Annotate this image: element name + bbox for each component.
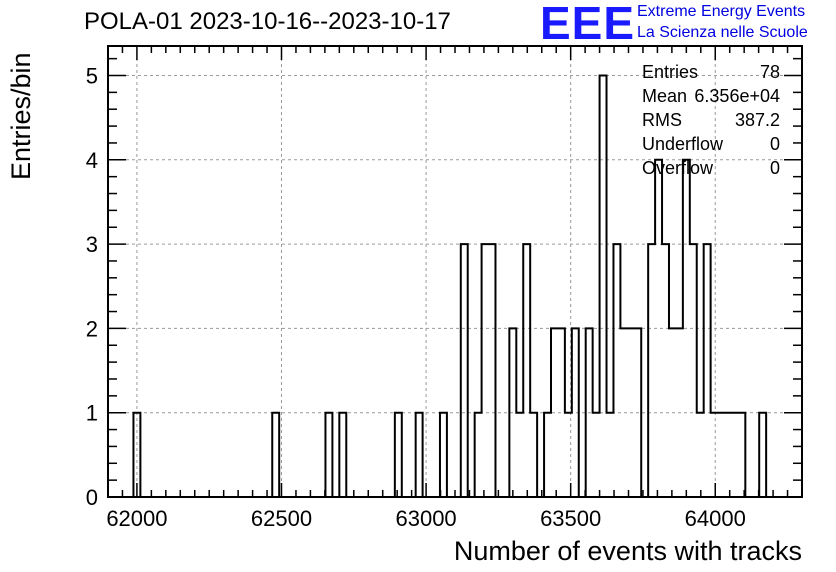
y-tick-label: 0	[86, 485, 98, 510]
stat-row-rms: RMS 387.2	[642, 108, 780, 132]
x-tick-label: 62500	[251, 506, 312, 531]
histogram-bin	[272, 413, 279, 497]
stat-label: RMS	[642, 110, 682, 130]
y-tick-labels: 0 1 2 3 4 5	[86, 64, 98, 510]
histogram-bin	[544, 413, 551, 497]
histogram-bin	[690, 244, 697, 497]
logo-line-2: La Scienza nelle Scuole	[637, 24, 808, 41]
stat-value: 387.2	[734, 110, 780, 130]
histogram-bin	[572, 328, 579, 497]
histogram-bin	[600, 76, 607, 497]
stat-label: Mean	[642, 86, 688, 106]
stat-row-mean: Mean 6.356e+04	[642, 84, 780, 108]
x-tick-label: 63500	[540, 506, 601, 531]
histogram-bin	[648, 244, 655, 497]
logo-line-1: Extreme Energy Events	[637, 3, 806, 20]
x-tick-label: 62000	[106, 506, 167, 531]
histogram-bin	[607, 413, 614, 497]
x-tick-labels: 62000 62500 63000 63500 64000	[106, 506, 746, 531]
histogram-bin	[461, 244, 468, 497]
stats-box: Entries 78 Mean 6.356e+04 RMS 387.2 Unde…	[642, 60, 780, 180]
histogram-bin	[683, 160, 690, 497]
histogram-bin	[759, 413, 766, 497]
eee-logo: EEE	[540, 0, 636, 49]
stat-label: Overflow	[642, 158, 714, 178]
histogram-bin	[593, 413, 600, 497]
histogram-bin	[655, 160, 662, 497]
histogram-bin	[475, 413, 482, 497]
histogram-bin	[669, 328, 683, 497]
stat-value: 0	[769, 134, 780, 154]
histogram-bin	[613, 244, 620, 497]
y-tick-label: 2	[86, 316, 98, 341]
histogram-bin	[530, 413, 537, 497]
y-tick-label: 5	[86, 64, 98, 89]
histogram-bin	[339, 413, 346, 497]
x-tick-label: 64000	[685, 506, 746, 531]
histogram-bin	[416, 413, 423, 497]
y-tick-label: 4	[86, 148, 98, 173]
histogram-bin	[704, 244, 711, 497]
x-axis-label: Number of events with tracks	[453, 536, 802, 566]
histogram-bin	[523, 244, 530, 497]
stat-value: 6.356e+04	[694, 86, 780, 106]
x-tick-label: 63000	[395, 506, 456, 531]
stat-row-overflow: Overflow 0	[642, 156, 780, 180]
histogram-bin	[516, 413, 523, 497]
histogram-bin	[440, 413, 447, 497]
histogram-bin	[325, 413, 332, 497]
histogram-outline	[132, 74, 768, 497]
axis-ticks	[107, 46, 803, 498]
histogram-bin	[697, 413, 704, 497]
histogram-bin	[395, 413, 402, 497]
stat-value: 0	[769, 158, 780, 178]
stat-row-entries: Entries 78	[642, 60, 780, 84]
y-tick-label: 1	[86, 401, 98, 426]
histogram-bin	[620, 328, 641, 497]
histogram-bin	[586, 328, 593, 497]
stat-label: Entries	[642, 62, 699, 82]
chart-title: POLA-01 2023-10-16--2023-10-17	[84, 8, 451, 35]
stat-label: Underflow	[642, 134, 724, 154]
y-axis-label: Entries/bin	[6, 52, 36, 180]
stat-value: 78	[759, 62, 780, 82]
histogram-bin	[551, 328, 565, 497]
histogram-bin	[509, 328, 516, 497]
histogram-bin	[482, 244, 496, 497]
stat-row-underflow: Underflow 0	[642, 132, 780, 156]
y-tick-label: 3	[86, 232, 98, 257]
histogram-bin	[662, 244, 669, 497]
